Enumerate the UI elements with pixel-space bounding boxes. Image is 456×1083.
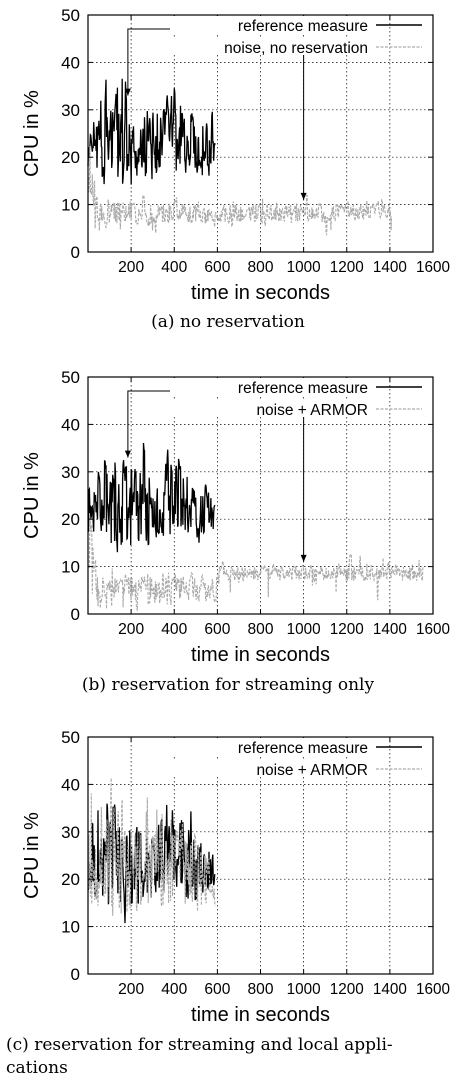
legend-label: reference measure [238, 18, 368, 35]
legend-bg [170, 16, 370, 33]
x-tick-label: 800 [248, 259, 274, 276]
series-line [87, 78, 216, 185]
annotation-arrow [300, 413, 307, 562]
x-tick-label: 1600 [416, 259, 450, 276]
y-tick-label: 40 [61, 53, 80, 72]
x-tick-label: 1600 [416, 981, 450, 998]
y-tick-label: 30 [61, 101, 80, 120]
x-axis-label: time in seconds [191, 1004, 330, 1026]
series-line [87, 146, 393, 236]
legend-bg [170, 738, 370, 755]
y-tick-label: 0 [71, 605, 80, 624]
legend-label: reference measure [238, 740, 368, 757]
legend-bg [170, 400, 370, 417]
legend-label: noise + ARMOR [256, 402, 368, 419]
legend: reference measure noise + ARMOR [170, 738, 422, 779]
x-tick-label: 1200 [330, 981, 364, 998]
y-axis-label: CPU in % [21, 452, 43, 539]
x-tick-label: 200 [118, 259, 144, 276]
legend-bg [170, 38, 370, 55]
y-tick-label: 0 [71, 243, 80, 262]
panel-c: 0 10 20 30 40 50 200 400 600 800 1000 1200 1400 1600 t… [0, 722, 456, 1083]
y-tick-label: 20 [61, 510, 80, 529]
x-tick-label: 1400 [373, 621, 407, 638]
x-tick-label: 1000 [287, 621, 321, 638]
legend-bg [170, 760, 370, 777]
x-tick-label: 1000 [287, 259, 321, 276]
y-tick-label: 20 [61, 870, 80, 889]
panel-a: 0 10 20 30 40 50 200 400 600 800 1000 1200 1400 1600 t… [0, 0, 456, 345]
x-tick-label: 200 [118, 981, 144, 998]
y-axis-label: CPU in % [21, 812, 43, 899]
x-tick-label: 400 [161, 981, 187, 998]
annotation-arrow [300, 51, 307, 200]
legend-label: reference measure [238, 380, 368, 397]
x-tick-label: 200 [118, 621, 144, 638]
chart-b: 0 10 20 30 40 50 200 400 600 800 1000 1200 1400 1600 t… [21, 368, 450, 666]
y-tick-label: 0 [71, 965, 80, 984]
caption-b: (b) reservation for streaming only [81, 675, 375, 695]
arrow-head [124, 450, 131, 458]
y-tick-label: 40 [61, 775, 80, 794]
x-tick-label: 800 [248, 621, 274, 638]
series-line [87, 442, 216, 553]
y-tick-label: 30 [61, 823, 80, 842]
series-reference-measure [87, 442, 216, 553]
x-tick-label: 1200 [330, 621, 364, 638]
y-tick-label: 40 [61, 415, 80, 434]
x-axis-label: time in seconds [191, 282, 330, 304]
x-tick-label: 400 [161, 259, 187, 276]
y-tick-label: 10 [61, 558, 80, 577]
y-tick-label: 30 [61, 463, 80, 482]
legend-bg [170, 378, 370, 395]
x-tick-label: 1400 [373, 259, 407, 276]
y-axis-label: CPU in % [21, 90, 43, 177]
series-line [87, 517, 424, 611]
panel-b: 0 10 20 30 40 50 200 400 600 800 1000 1200 1400 1600 t… [0, 362, 456, 707]
y-tick-label: 50 [61, 6, 80, 25]
legend-label: noise + ARMOR [256, 762, 368, 779]
x-tick-label: 1400 [373, 981, 407, 998]
series-reference-measure [87, 78, 216, 185]
arrow-head [300, 554, 307, 562]
caption-a: (a) no reservation [151, 312, 305, 332]
series-line [87, 777, 216, 916]
series-noise [87, 777, 216, 916]
x-tick-label: 600 [204, 259, 230, 276]
legend-label: noise, no reservation [224, 40, 368, 57]
arrow-head [124, 88, 131, 96]
x-tick-label: 1000 [287, 981, 321, 998]
arrow-head [300, 192, 307, 200]
x-tick-label: 600 [204, 981, 230, 998]
x-axis-label: time in seconds [191, 644, 330, 666]
series-noise [87, 517, 424, 611]
series-noise [87, 146, 393, 236]
y-tick-label: 50 [61, 368, 80, 387]
chart-a: 0 10 20 30 40 50 200 400 600 800 1000 1200 1400 1600 t… [21, 6, 450, 304]
x-tick-label: 600 [204, 621, 230, 638]
y-tick-label: 50 [61, 728, 80, 747]
x-tick-label: 1200 [330, 259, 364, 276]
caption-c-line1: (c) reservation for streaming and local … [6, 1035, 393, 1055]
legend: reference measure noise, no reservation [170, 16, 422, 57]
chart-c: 0 10 20 30 40 50 200 400 600 800 1000 1200 1400 1600 t… [21, 728, 450, 1026]
x-tick-label: 400 [161, 621, 187, 638]
y-tick-label: 20 [61, 148, 80, 167]
y-tick-label: 10 [61, 196, 80, 215]
legend: reference measure noise + ARMOR [170, 378, 422, 419]
caption-c-line2: cations [6, 1058, 68, 1078]
x-tick-label: 1600 [416, 621, 450, 638]
x-tick-label: 800 [248, 981, 274, 998]
y-tick-label: 10 [61, 918, 80, 937]
